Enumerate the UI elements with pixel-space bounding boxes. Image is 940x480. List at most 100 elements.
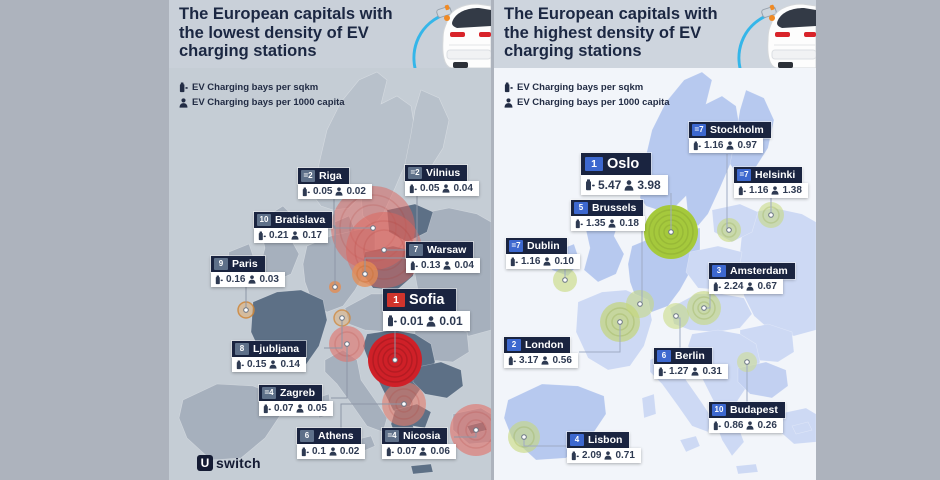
rank-badge: 4 <box>570 434 584 446</box>
capita-value: 0.97 <box>737 140 757 151</box>
person-icon <box>726 141 734 150</box>
charging-bay-icon <box>508 356 516 366</box>
city-label-warsaw: 7 Warsaw 0.13 0.04 <box>406 242 480 273</box>
capita-value: 0.01 <box>439 314 463 328</box>
rank-badge: =2 <box>408 167 422 179</box>
rank-badge: 10 <box>257 214 271 226</box>
charging-bay-icon <box>236 360 244 370</box>
city-name: Riga <box>319 170 342 182</box>
city-label-vilnius: =2 Vilnius 0.05 0.04 <box>405 165 479 196</box>
city-label-london: 2 London 3.17 0.56 <box>504 337 578 368</box>
charging-bay-icon <box>571 451 579 461</box>
person-icon <box>443 261 451 270</box>
ev-car-charging-illustration <box>379 0 491 68</box>
person-icon <box>604 451 612 460</box>
bubble-nicosia <box>450 404 491 456</box>
city-name: Oslo <box>607 156 640 172</box>
sqkm-value: 5.47 <box>598 178 622 192</box>
legend-sqkm-label: EV Charging bays per sqkm <box>517 82 644 93</box>
city-name: London <box>525 339 564 351</box>
capita-value: 0.17 <box>302 230 322 241</box>
capita-value: 0.18 <box>619 218 639 229</box>
capita-value: 0.02 <box>339 446 360 457</box>
capita-value: 0.06 <box>430 446 450 457</box>
city-dots <box>243 225 479 433</box>
rank-badge: 1 <box>585 156 603 172</box>
person-icon <box>771 186 779 195</box>
sqkm-value: 0.07 <box>397 446 417 457</box>
city-label-zagreb: =4 Zagreb 0.07 0.05 <box>259 385 333 416</box>
rank-badge: =7 <box>737 169 751 181</box>
rank-badge: 3 <box>712 265 726 277</box>
city-label-oslo: 1 Oslo 5.47 3.98 <box>581 153 668 195</box>
city-name: Bratislava <box>275 214 326 226</box>
panel-title: The European capitals with the lowest de… <box>179 5 393 61</box>
city-label-athens: 6 Athens 0.1 0.02 <box>297 428 366 459</box>
charging-bay-icon <box>386 447 394 457</box>
city-name: Warsaw <box>427 244 467 256</box>
person-icon <box>608 219 616 228</box>
legend-capita-label: EV Charging bays per 1000 capita <box>192 97 345 109</box>
charging-bay-icon <box>301 447 309 457</box>
uswitch-logo-mark: U <box>197 455 213 471</box>
sqkm-value: 0.1 <box>312 446 326 457</box>
panel-highest-density: The European capitals with the highest d… <box>494 0 816 480</box>
city-name: Stockholm <box>710 124 764 136</box>
city-name: Zagreb <box>280 387 316 399</box>
capita-value: 0.03 <box>259 274 279 285</box>
map-legend: EV Charging bays per sqkm EV Charging ba… <box>504 80 670 110</box>
city-name: Vilnius <box>426 167 461 179</box>
person-icon <box>541 356 549 365</box>
rank-badge: 1 <box>387 292 405 308</box>
person-icon <box>504 98 513 108</box>
sqkm-value: 0.07 <box>274 403 294 414</box>
person-icon <box>179 98 188 108</box>
capita-value: 0.56 <box>552 355 572 366</box>
city-name: Lisbon <box>588 434 623 446</box>
sqkm-value: 0.05 <box>313 186 333 197</box>
city-label-lisbon: 4 Lisbon 2.09 0.71 <box>567 432 641 463</box>
sqkm-value: 0.15 <box>247 359 267 370</box>
person-icon <box>329 447 337 456</box>
city-name: Berlin <box>675 350 705 362</box>
charging-bay-icon <box>263 404 271 414</box>
city-name: Ljubljana <box>253 343 300 355</box>
rank-badge: 8 <box>235 343 249 355</box>
ev-car-charging-illustration <box>704 0 816 68</box>
capita-value: 0.04 <box>453 183 473 194</box>
person-icon <box>746 282 754 291</box>
panel-title: The European capitals with the highest d… <box>504 5 718 61</box>
rank-badge: 6 <box>657 350 671 362</box>
capita-value: 0.31 <box>702 366 722 377</box>
legend-capita-label: EV Charging bays per 1000 capita <box>517 97 670 109</box>
capita-value: 0.05 <box>307 403 327 414</box>
charging-bay-icon <box>713 421 721 431</box>
city-name: Paris <box>232 258 258 270</box>
person-icon <box>335 187 343 196</box>
sqkm-value: 2.09 <box>582 450 602 461</box>
city-label-sofia: 1 Sofia 0.01 0.01 <box>383 289 470 331</box>
sqkm-value: 1.27 <box>669 366 689 377</box>
person-icon <box>624 180 634 191</box>
charging-bay-icon <box>510 257 518 267</box>
connector-lines <box>523 154 772 447</box>
sqkm-value: 3.17 <box>519 355 539 366</box>
sqkm-value: 1.35 <box>586 218 606 229</box>
uswitch-logo: U switch <box>197 455 261 471</box>
rank-badge: 7 <box>409 244 423 256</box>
capita-value: 0.04 <box>454 260 474 271</box>
capita-value: 0.67 <box>757 281 777 292</box>
person-icon <box>248 275 256 284</box>
rank-badge: =7 <box>509 240 523 252</box>
person-icon <box>419 447 427 456</box>
charging-bay-icon <box>302 187 310 197</box>
city-name: Amsterdam <box>730 265 788 277</box>
charging-bay-icon <box>179 82 188 93</box>
panel-header: The European capitals with the lowest de… <box>169 0 491 68</box>
charging-bay-icon <box>409 184 417 194</box>
city-label-budapest: 10 Budapest 0.86 0.26 <box>709 402 785 433</box>
person-icon <box>291 231 299 240</box>
city-label-paris: 9 Paris 0.16 0.03 <box>211 256 285 287</box>
sqkm-value: 0.05 <box>420 183 440 194</box>
city-label-nicosia: =4 Nicosia 0.07 0.06 <box>382 428 456 459</box>
